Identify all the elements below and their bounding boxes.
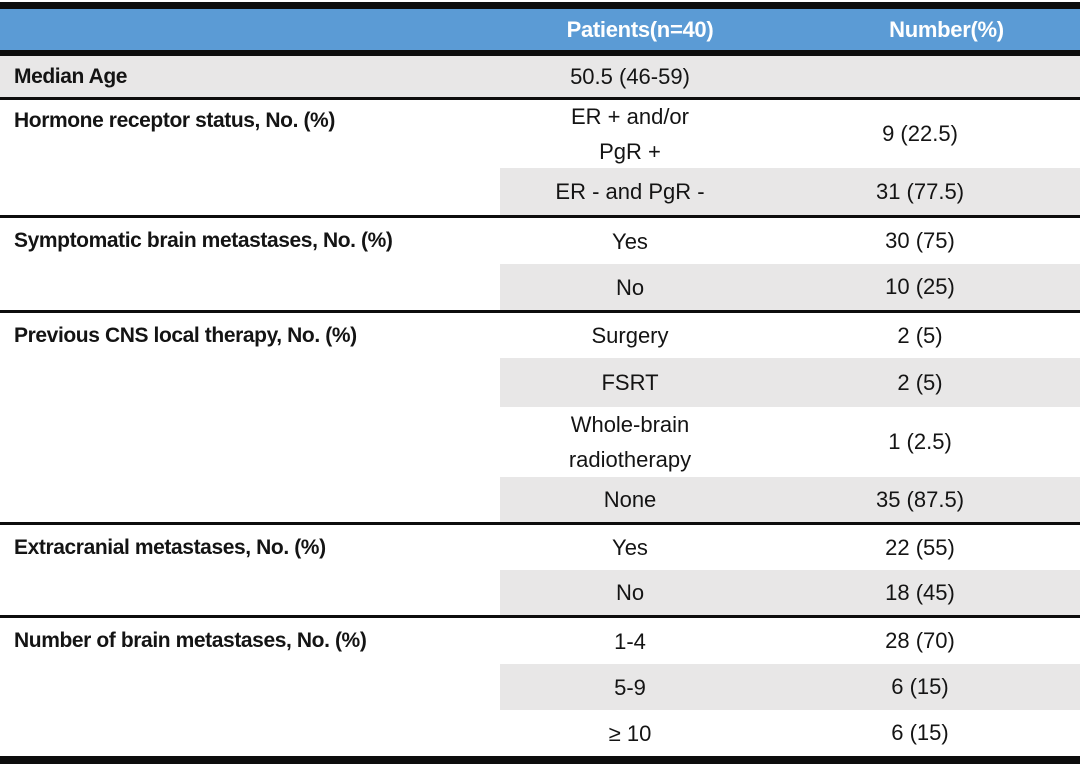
row-label	[0, 570, 500, 615]
row-band: 50.5 (46-59)	[500, 56, 1080, 97]
row-band: ≥ 10 6 (15)	[500, 710, 1080, 756]
category-cell: Yes	[612, 535, 648, 560]
table-row-hormone-negative: ER - and PgR - 31 (77.5)	[0, 168, 1080, 215]
number-cell: 28 (70)	[885, 628, 955, 653]
number-cell: 1 (2.5)	[888, 429, 952, 454]
category-cell: ER - and PgR -	[555, 179, 705, 204]
table-row-hormone-positive: Hormone receptor status, No. (%) ER + an…	[0, 100, 1080, 168]
number-cell	[760, 56, 1080, 97]
row-label: Previous CNS local therapy, No. (%)	[14, 323, 357, 347]
row-band: No 18 (45)	[500, 570, 1080, 615]
row-band: Surgery 2 (5)	[500, 313, 1080, 358]
row-band: None 35 (87.5)	[500, 477, 1080, 522]
row-label	[0, 358, 500, 407]
row-label	[0, 477, 500, 522]
header-number-cell: Number(%)	[889, 16, 1004, 42]
number-cell: 30 (75)	[885, 228, 955, 253]
table-row-symptomatic-yes: Symptomatic brain metastases, No. (%) Ye…	[0, 218, 1080, 264]
row-band: Whole-brain radiotherapy 1 (2.5)	[500, 407, 1080, 477]
category-cell: ER + and/or PgR +	[570, 104, 689, 164]
header-patients-cell: Patients(n=40)	[566, 16, 714, 42]
category-cell: FSRT	[601, 370, 659, 395]
header-spacer-cell	[0, 9, 505, 50]
row-band: Yes 30 (75)	[500, 218, 1080, 264]
number-cell: 6 (15)	[891, 674, 949, 699]
row-label	[0, 407, 500, 477]
row-label: Hormone receptor status, No. (%)	[14, 109, 335, 132]
row-label: Symptomatic brain metastases, No. (%)	[14, 229, 393, 252]
row-band: 1-4 28 (70)	[500, 618, 1080, 664]
table-row-extracranial-no: No 18 (45)	[0, 570, 1080, 615]
row-label	[0, 664, 500, 710]
number-cell: 18 (45)	[885, 579, 955, 605]
row-label: Extracranial metastases, No. (%)	[14, 535, 326, 559]
number-cell: 9 (22.5)	[882, 121, 958, 146]
category-cell: Yes	[612, 228, 648, 254]
row-label	[0, 168, 500, 215]
table-row-brainmets-10plus: ≥ 10 6 (15)	[0, 710, 1080, 756]
category-cell: 50.5 (46-59)	[570, 64, 690, 89]
category-cell: No	[615, 274, 645, 300]
section-rule	[0, 310, 1080, 313]
table-row-symptomatic-no: No 10 (25)	[0, 264, 1080, 310]
category-cell: Whole-brain radiotherapy	[568, 412, 692, 472]
category-cell: No	[615, 580, 645, 605]
category-cell: 1-4	[614, 628, 646, 654]
table-row-extracranial-yes: Extracranial metastases, No. (%) Yes 22 …	[0, 525, 1080, 570]
row-band: 5-9 6 (15)	[500, 664, 1080, 710]
number-cell: 2 (5)	[897, 369, 943, 395]
bottom-rule	[0, 756, 1080, 764]
section-rule	[0, 97, 1080, 100]
row-band: ER - and PgR - 31 (77.5)	[500, 168, 1080, 215]
category-cell: ≥ 10	[608, 720, 652, 746]
section-rule	[0, 615, 1080, 618]
table-header-row: Patients(n=40) Number(%)	[0, 9, 1080, 50]
row-label: Median Age	[14, 64, 128, 88]
number-cell: 22 (55)	[885, 534, 955, 560]
number-cell: 6 (15)	[891, 720, 949, 745]
category-cell: None	[603, 487, 657, 512]
number-cell: 31 (77.5)	[875, 178, 965, 204]
row-label	[0, 264, 500, 310]
row-band: No 10 (25)	[500, 264, 1080, 310]
table-row-brainmets-5-9: 5-9 6 (15)	[0, 664, 1080, 710]
row-band: Yes 22 (55)	[500, 525, 1080, 570]
category-cell: Surgery	[591, 323, 669, 348]
number-cell: 35 (87.5)	[875, 486, 965, 512]
table-row-cns-none: None 35 (87.5)	[0, 477, 1080, 522]
number-cell: 2 (5)	[897, 322, 943, 348]
top-margin	[0, 0, 1080, 2]
top-rule	[0, 2, 1080, 9]
table-row-cns-surgery: Previous CNS local therapy, No. (%) Surg…	[0, 313, 1080, 358]
table-row-brainmets-1-4: Number of brain metastases, No. (%) 1-4 …	[0, 618, 1080, 664]
table-row-cns-fsrt: FSRT 2 (5)	[0, 358, 1080, 407]
row-label: Number of brain metastases, No. (%)	[14, 629, 367, 652]
number-cell: 10 (25)	[885, 274, 955, 299]
section-rule	[0, 522, 1080, 525]
table-row-median-age: Median Age 50.5 (46-59)	[0, 56, 1080, 97]
table-row-cns-wbrt: Whole-brain radiotherapy 1 (2.5)	[0, 407, 1080, 477]
section-rule	[0, 215, 1080, 218]
header-bottom-rule	[0, 50, 1080, 56]
category-cell: 5-9	[614, 674, 646, 700]
row-label	[0, 710, 500, 756]
row-band: FSRT 2 (5)	[500, 358, 1080, 407]
row-band: ER + and/or PgR + 9 (22.5)	[500, 100, 1080, 168]
